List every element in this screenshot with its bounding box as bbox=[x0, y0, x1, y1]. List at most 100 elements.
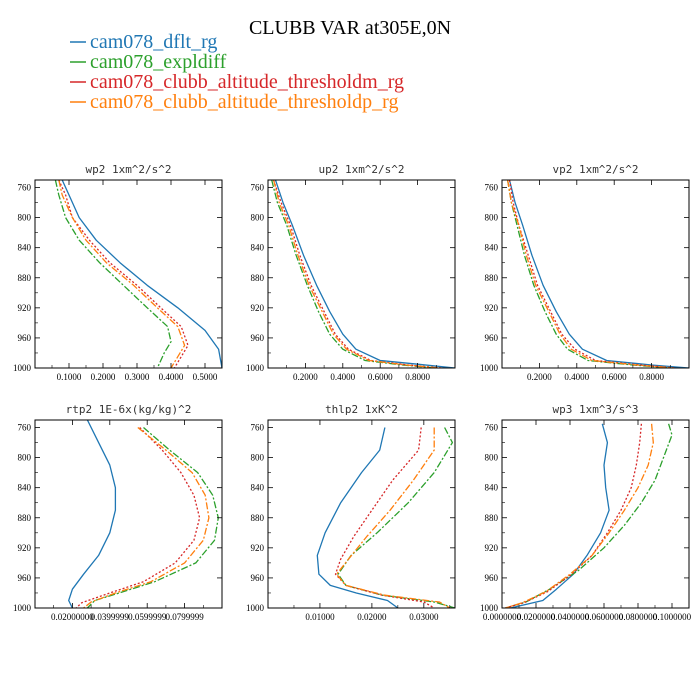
x-tick-label: 0.1000000 bbox=[653, 612, 692, 622]
x-tick-label: 0.0799999 bbox=[165, 612, 204, 622]
series-line-1 bbox=[271, 180, 437, 368]
series-line-2 bbox=[508, 180, 676, 368]
series-line-1 bbox=[505, 423, 673, 608]
y-tick-label: 800 bbox=[251, 453, 265, 463]
x-tick-label: 0.2000 bbox=[91, 372, 116, 382]
x-tick-label: 0.0000000 bbox=[483, 612, 522, 622]
series-group bbox=[316, 427, 455, 608]
x-tick-label: 0.6000 bbox=[368, 372, 393, 382]
x-tick-label: 0.4000 bbox=[330, 372, 355, 382]
panel-5: wp3 1xm^3/s^3 760 800 840 880 920 960 10000.000… bbox=[480, 403, 692, 622]
y-tick-label: 800 bbox=[485, 213, 499, 223]
panel-title: wp2 1xm^2/s^2 bbox=[85, 163, 171, 176]
series-line-3 bbox=[272, 180, 441, 368]
series-line-2 bbox=[334, 427, 435, 608]
y-tick-label: 840 bbox=[485, 243, 499, 253]
y-tick-label: 960 bbox=[18, 573, 32, 583]
series-line-3 bbox=[58, 180, 186, 368]
series-line-2 bbox=[58, 180, 189, 368]
x-tick-label: 0.0400000 bbox=[551, 612, 590, 622]
y-tick-label: 880 bbox=[485, 513, 499, 523]
panel-title: thlp2 1xK^2 bbox=[325, 403, 398, 416]
panel-3: rtp2 1E-6x(kg/kg)^2 760 800 840 880 920 960 100… bbox=[13, 403, 223, 622]
x-tick-label: 0.4000 bbox=[564, 372, 589, 382]
panel-1: up2 1xm^2/s^2 760 800 840 880 920 960 1000 0.200… bbox=[246, 163, 456, 382]
y-tick-label: 800 bbox=[485, 453, 499, 463]
y-tick-label: 1000 bbox=[246, 603, 265, 613]
series-line-3 bbox=[335, 427, 451, 608]
y-tick-label: 1000 bbox=[480, 363, 499, 373]
series-line-1 bbox=[86, 427, 219, 608]
x-tick-label: 0.2000 bbox=[293, 372, 318, 382]
y-tick-label: 840 bbox=[251, 243, 265, 253]
y-tick-label: 880 bbox=[251, 513, 265, 523]
x-tick-label: 0.0200000 bbox=[517, 612, 556, 622]
series-line-0 bbox=[316, 427, 399, 608]
y-tick-label: 960 bbox=[251, 573, 265, 583]
y-tick-label: 840 bbox=[251, 483, 265, 493]
x-tick-label: 0.02000 bbox=[357, 612, 387, 622]
y-tick-label: 1000 bbox=[246, 363, 265, 373]
legend-entry: cam078_clubb_altitude_thresholdp_rg bbox=[90, 91, 398, 113]
legend-entry: cam078_dflt_rg bbox=[90, 31, 217, 53]
x-tick-label: 0.0599999 bbox=[128, 612, 167, 622]
y-tick-label: 920 bbox=[251, 543, 265, 553]
panel-title: rtp2 1E-6x(kg/kg)^2 bbox=[66, 403, 192, 416]
series-line-2 bbox=[505, 423, 643, 608]
y-tick-label: 880 bbox=[18, 273, 32, 283]
y-tick-label: 920 bbox=[18, 303, 32, 313]
y-tick-label: 840 bbox=[18, 243, 32, 253]
series-line-0 bbox=[274, 180, 455, 368]
x-tick-label: 0.03000 bbox=[409, 612, 439, 622]
series-line-1 bbox=[337, 427, 455, 608]
x-tick-label: 0.6000 bbox=[602, 372, 627, 382]
y-tick-label: 960 bbox=[251, 333, 265, 343]
y-tick-label: 760 bbox=[18, 183, 32, 193]
series-line-2 bbox=[272, 180, 442, 368]
y-tick-label: 840 bbox=[485, 483, 499, 493]
x-tick-label: 0.5000 bbox=[193, 372, 218, 382]
y-tick-label: 880 bbox=[18, 513, 32, 523]
figure-title: CLUBB VAR at305E,0N bbox=[249, 17, 451, 39]
x-tick-label: 0.1000 bbox=[57, 372, 82, 382]
y-tick-label: 1000 bbox=[13, 603, 32, 613]
y-tick-label: 920 bbox=[18, 543, 32, 553]
series-line-3 bbox=[83, 426, 210, 608]
y-tick-label: 800 bbox=[18, 213, 32, 223]
y-tick-label: 960 bbox=[485, 573, 499, 583]
y-tick-label: 920 bbox=[485, 303, 499, 313]
plot-frame bbox=[34, 419, 223, 609]
plot-frame bbox=[267, 179, 456, 369]
y-tick-label: 800 bbox=[18, 453, 32, 463]
series-line-0 bbox=[61, 180, 222, 368]
series-group bbox=[68, 420, 219, 608]
x-tick-label: 0.2000 bbox=[527, 372, 552, 382]
legend-entry: cam078_expldiff bbox=[90, 51, 227, 73]
series-line-1 bbox=[54, 180, 172, 368]
y-tick-label: 760 bbox=[251, 183, 265, 193]
series-group bbox=[506, 180, 689, 368]
y-tick-label: 1000 bbox=[13, 363, 32, 373]
panel-title: up2 1xm^2/s^2 bbox=[318, 163, 404, 176]
y-tick-label: 760 bbox=[485, 183, 499, 193]
x-tick-label: 0.0800000 bbox=[619, 612, 658, 622]
y-tick-label: 840 bbox=[18, 483, 32, 493]
y-tick-label: 760 bbox=[251, 423, 265, 433]
x-tick-label: 0.01000 bbox=[305, 612, 335, 622]
y-tick-label: 1000 bbox=[480, 603, 499, 613]
series-line-0 bbox=[508, 180, 689, 368]
y-tick-label: 800 bbox=[251, 213, 265, 223]
panel-title: wp3 1xm^3/s^3 bbox=[552, 403, 638, 416]
panels: wp2 1xm^2/s^2 760 800 840 880 920 960 1000 0.100… bbox=[13, 163, 692, 622]
series-group bbox=[54, 180, 222, 368]
x-tick-label: 0.4000 bbox=[159, 372, 184, 382]
panel-0: wp2 1xm^2/s^2 760 800 840 880 920 960 1000 0.100… bbox=[13, 163, 223, 382]
panel-4: thlp2 1xK^2 760 800 840 880 920 960 1000 0.01000… bbox=[246, 403, 456, 622]
plot-frame bbox=[501, 419, 690, 609]
x-tick-label: 0.3000 bbox=[125, 372, 150, 382]
x-tick-label: 0.8000 bbox=[639, 372, 664, 382]
panel-title: vp2 1xm^2/s^2 bbox=[552, 163, 638, 176]
x-tick-label: 0.0399999 bbox=[91, 612, 130, 622]
y-tick-label: 920 bbox=[485, 543, 499, 553]
